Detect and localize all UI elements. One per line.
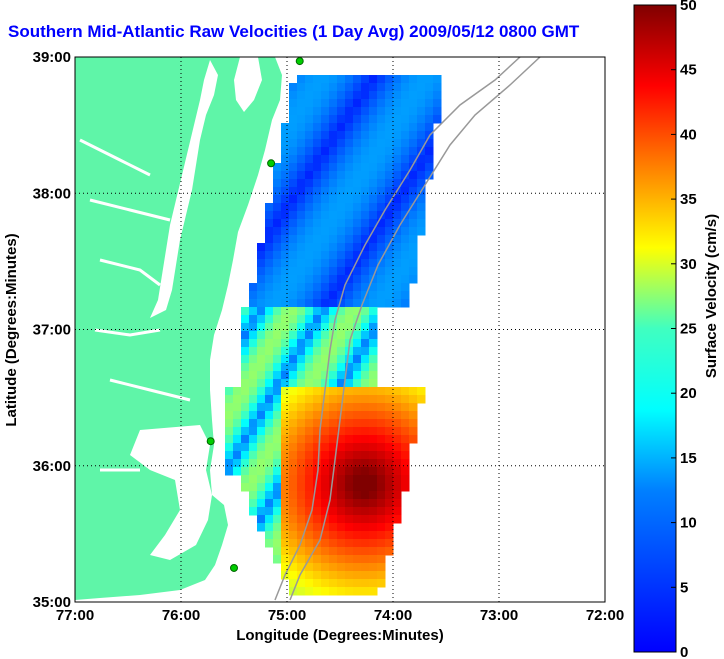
colorbar-label: Surface Velocity (cm/s): [703, 214, 720, 378]
colorbar-tick-label: 35: [680, 191, 697, 208]
station-marker: [267, 159, 276, 168]
x-tick-label: 75:00: [268, 607, 306, 624]
station-marker: [295, 57, 304, 66]
map-title: Southern Mid-Atlantic Raw Velocities (1 …: [8, 22, 580, 41]
y-tick-labels: 39:00 38:00 37:00 36:00 35:00: [33, 49, 71, 611]
colorbar-tick-label: 30: [680, 256, 697, 273]
chesapeake-bay: [150, 60, 218, 318]
x-tick-label: 76:00: [162, 607, 200, 624]
x-tick-label: 72:00: [586, 607, 624, 624]
colorbar-ticks: 0 5 10 15 20 25 30 35 40 45 50: [671, 0, 697, 659]
grid-lines: [75, 57, 605, 602]
velocity-coverage: [225, 75, 442, 596]
plot-frame: [74, 56, 606, 603]
delaware-bay: [234, 57, 262, 112]
bathymetry-contour: [274, 57, 521, 601]
x-tick-label: 74:00: [374, 607, 412, 624]
colorbar-tick-label: 20: [680, 385, 697, 402]
colorbar-tick-label: 45: [680, 62, 697, 79]
land-mass: [75, 57, 282, 600]
pamlico-sound: [130, 425, 212, 560]
y-axis-label: Latitude (Degrees:Minutes): [3, 233, 20, 426]
colorbar-tick-label: 25: [680, 321, 697, 338]
y-tick-label: 39:00: [33, 49, 71, 66]
x-tick-label: 77:00: [56, 607, 94, 624]
colorbar-tick-label: 5: [680, 579, 688, 596]
y-tick-label: 35:00: [33, 594, 71, 611]
colorbar-tick-label: 0: [680, 644, 688, 659]
colorbar-tick-label: 50: [680, 0, 697, 14]
colorbar-tick-label: 40: [680, 126, 697, 143]
y-tick-label: 36:00: [33, 458, 71, 475]
y-tick-label: 38:00: [33, 185, 71, 202]
colorbar-tick-label: 15: [680, 450, 697, 467]
y-tick-label: 37:00: [33, 322, 71, 339]
x-tick-labels: 77:00 76:00 75:00 74:00 73:00 72:00: [56, 607, 624, 624]
station-markers: [206, 57, 304, 572]
station-marker: [206, 437, 215, 446]
x-tick-label: 73:00: [480, 607, 518, 624]
colorbar: [633, 4, 677, 653]
bathymetry-contour-2: [289, 57, 541, 601]
x-axis-label: Longitude (Degrees:Minutes): [236, 627, 444, 644]
colorbar-tick-label: 10: [680, 515, 697, 532]
river-lines: [79, 138, 191, 472]
station-marker: [230, 563, 238, 572]
